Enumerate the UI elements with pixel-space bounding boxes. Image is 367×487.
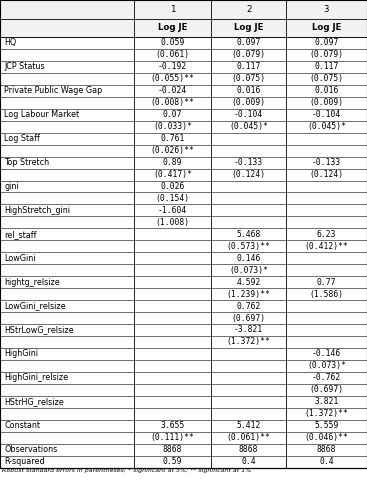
Text: 3: 3 (324, 5, 329, 14)
Text: (0.008)**: (0.008)** (150, 98, 195, 107)
Text: 3.655: 3.655 (160, 421, 185, 430)
Text: (0.412)**: (0.412)** (305, 242, 349, 251)
Text: 3.821: 3.821 (315, 397, 339, 406)
Text: (1.239)**: (1.239)** (227, 290, 270, 299)
Text: (0.045)*: (0.045)* (307, 122, 346, 131)
Text: -0.104: -0.104 (234, 110, 263, 119)
Text: 0.4: 0.4 (241, 457, 256, 466)
Text: 0.117: 0.117 (315, 62, 339, 72)
Text: 5.468: 5.468 (236, 230, 261, 239)
Text: (0.073)*: (0.073)* (307, 361, 346, 371)
Text: 0.097: 0.097 (236, 38, 261, 48)
Text: Robust standard errors in parentheses; * significant at 5%; ** significant at 1%: Robust standard errors in parentheses; *… (2, 468, 251, 473)
Text: (0.075): (0.075) (232, 75, 266, 83)
Text: 6.23: 6.23 (317, 230, 337, 239)
Text: LowGini_relsize: LowGini_relsize (4, 301, 66, 311)
Text: Top Stretch: Top Stretch (4, 158, 50, 167)
Text: (0.079): (0.079) (310, 51, 344, 59)
Text: (0.073)*: (0.073)* (229, 266, 268, 275)
Text: -0.104: -0.104 (312, 110, 341, 119)
Text: HighGini_relsize: HighGini_relsize (4, 374, 69, 382)
Text: (0.154): (0.154) (156, 194, 189, 203)
Text: R-squared: R-squared (4, 457, 45, 466)
Text: (0.111)**: (0.111)** (150, 433, 195, 442)
Text: Log JE: Log JE (234, 23, 264, 32)
Text: HighGini: HighGini (4, 349, 39, 358)
Text: Constant: Constant (4, 421, 40, 430)
Text: HStrLowG_relsize: HStrLowG_relsize (4, 325, 74, 335)
Text: 4.592: 4.592 (236, 278, 261, 287)
Text: 8868: 8868 (317, 445, 337, 454)
Text: 8868: 8868 (163, 445, 182, 454)
Text: -0.024: -0.024 (158, 86, 187, 95)
Text: 0.059: 0.059 (160, 38, 185, 48)
Text: (1.372)**: (1.372)** (227, 337, 270, 346)
Text: (0.009): (0.009) (232, 98, 266, 107)
Text: 0.097: 0.097 (315, 38, 339, 48)
Text: gini: gini (4, 182, 19, 191)
Text: (0.033)*: (0.033)* (153, 122, 192, 131)
Text: -0.133: -0.133 (234, 158, 263, 167)
Text: HighStretch_gini: HighStretch_gini (4, 206, 70, 215)
Text: -3.821: -3.821 (234, 325, 263, 335)
Text: (1.008): (1.008) (156, 218, 189, 227)
Text: (0.124): (0.124) (232, 170, 266, 179)
Text: 0.89: 0.89 (163, 158, 182, 167)
Text: (0.124): (0.124) (310, 170, 344, 179)
Text: (0.055)**: (0.055)** (150, 75, 195, 83)
Bar (0, 19, 367, 37)
Text: (0.061)**: (0.061)** (227, 433, 270, 442)
Text: (0.075): (0.075) (310, 75, 344, 83)
Text: (1.372)**: (1.372)** (305, 409, 349, 418)
Text: Log JE: Log JE (158, 23, 187, 32)
Text: HStrHG_relsize: HStrHG_relsize (4, 397, 64, 406)
Text: (0.045)*: (0.045)* (229, 122, 268, 131)
Text: Observations: Observations (4, 445, 58, 454)
Text: (1.586): (1.586) (310, 290, 344, 299)
Text: 0.117: 0.117 (236, 62, 261, 72)
Text: 0.4: 0.4 (319, 457, 334, 466)
Text: 0.59: 0.59 (163, 457, 182, 466)
Text: -1.604: -1.604 (158, 206, 187, 215)
Bar (0, 0, 367, 19)
Text: 1: 1 (170, 5, 175, 14)
Text: (0.061): (0.061) (156, 51, 189, 59)
Text: 0.016: 0.016 (236, 86, 261, 95)
Text: 0.026: 0.026 (160, 182, 185, 191)
Text: Private Public Wage Gap: Private Public Wage Gap (4, 86, 103, 95)
Text: (0.026)**: (0.026)** (150, 146, 195, 155)
Text: 2: 2 (246, 5, 251, 14)
Text: 5.559: 5.559 (315, 421, 339, 430)
Text: (0.417)*: (0.417)* (153, 170, 192, 179)
Text: -0.146: -0.146 (312, 349, 341, 358)
Text: 0.761: 0.761 (160, 134, 185, 143)
Text: hightg_relsize: hightg_relsize (4, 278, 60, 287)
Text: -0.133: -0.133 (312, 158, 341, 167)
Text: 0.77: 0.77 (317, 278, 337, 287)
Text: Log Labour Market: Log Labour Market (4, 110, 80, 119)
Text: rel_staff: rel_staff (4, 230, 37, 239)
Text: (0.697): (0.697) (232, 314, 266, 322)
Text: -0.192: -0.192 (158, 62, 187, 72)
Text: (0.573)**: (0.573)** (227, 242, 270, 251)
Text: 0.762: 0.762 (236, 301, 261, 311)
Text: (0.046)**: (0.046)** (305, 433, 349, 442)
Text: 5.412: 5.412 (236, 421, 261, 430)
Text: Log Staff: Log Staff (4, 134, 40, 143)
Text: 0.07: 0.07 (163, 110, 182, 119)
Text: -0.762: -0.762 (312, 374, 341, 382)
Text: 0.016: 0.016 (315, 86, 339, 95)
Text: (0.697): (0.697) (310, 385, 344, 394)
Text: 0.146: 0.146 (236, 254, 261, 263)
Text: (0.009): (0.009) (310, 98, 344, 107)
Text: (0.079): (0.079) (232, 51, 266, 59)
Text: HQ: HQ (4, 38, 17, 48)
Text: JCP Status: JCP Status (4, 62, 45, 72)
Text: 8868: 8868 (239, 445, 258, 454)
Text: LowGini: LowGini (4, 254, 36, 263)
Text: Log JE: Log JE (312, 23, 341, 32)
